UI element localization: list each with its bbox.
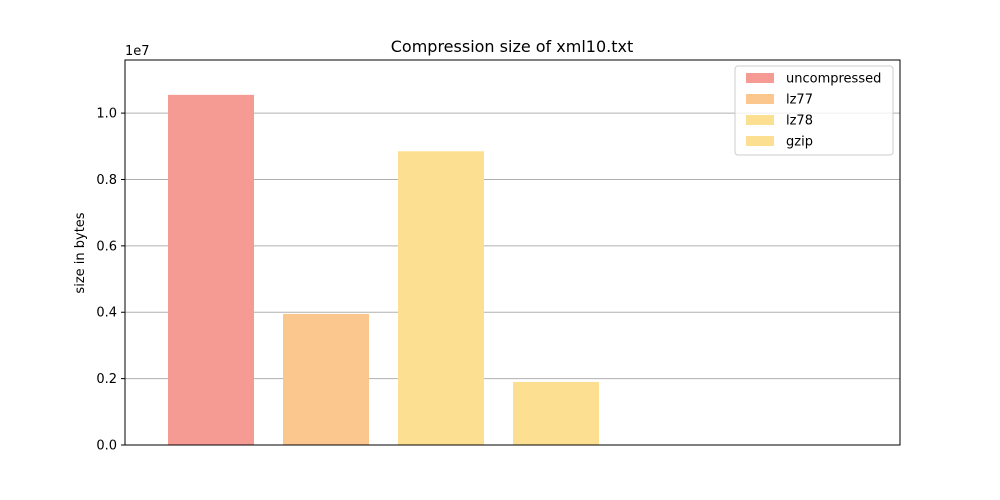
legend: uncompressed lz77 lz78 gzip [734,65,894,156]
bars [168,94,599,446]
plot-frame [124,59,901,446]
legend-swatch-lz77 [746,94,774,104]
legend-label-uncompressed: uncompressed [786,72,881,87]
legend-label-lz78: lz78 [786,114,813,129]
legend-box [734,65,894,156]
y-tick-label: 0.0 [96,439,117,454]
y-tick-label: 1.0 [96,107,117,122]
bar-lz77 [283,313,369,445]
bar-uncompressed [168,94,254,446]
legend-swatch-uncompressed [746,73,774,83]
legend-label-lz77: lz77 [786,93,813,108]
legend-swatch-gzip [746,136,774,146]
y-tick-label: 0.4 [96,306,117,321]
bar-gzip [513,381,599,445]
chart-title: Compression size of xml10.txt [391,37,633,56]
legend-swatch-lz78 [746,115,774,125]
y-scale-label: 1e7 [125,44,150,59]
y-tick-label: 0.8 [96,173,117,188]
bar-lz78 [398,151,484,445]
y-axis-label: size in bytes [73,212,88,293]
legend-label-gzip: gzip [786,135,813,150]
y-tick-label: 0.6 [96,239,117,254]
y-tick-label: 0.2 [96,372,117,387]
y-axis-ticks: 0.0 0.2 0.4 0.6 0.8 1.0 [96,107,125,454]
